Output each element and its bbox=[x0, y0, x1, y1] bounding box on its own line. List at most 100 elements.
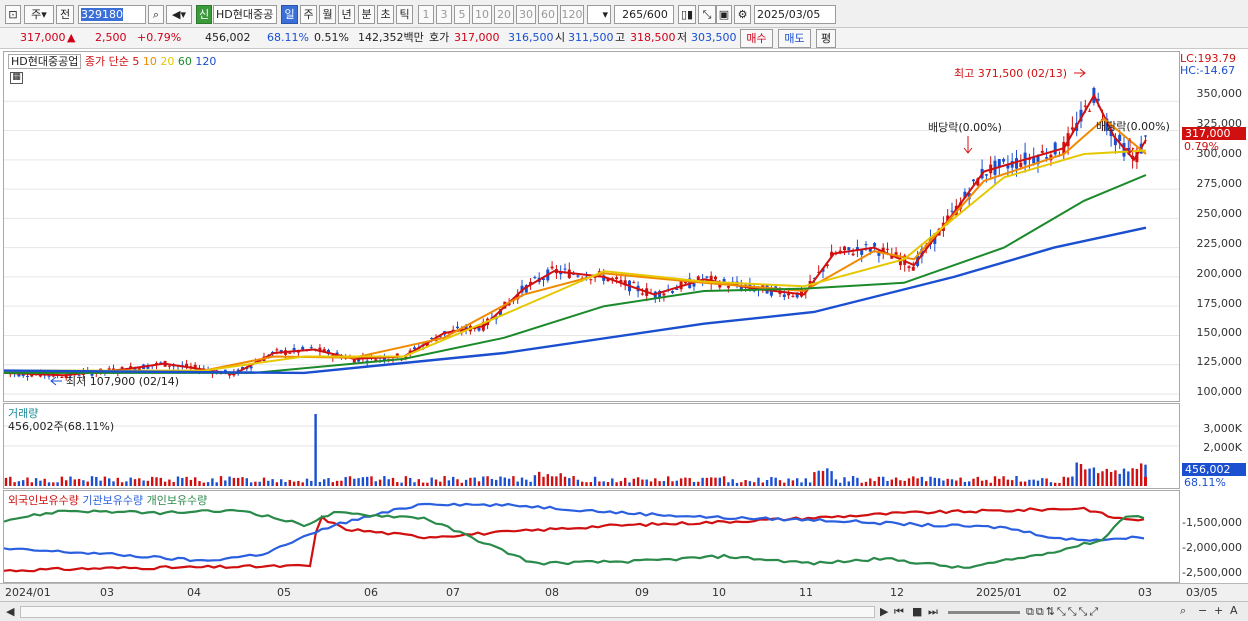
price-chart[interactable]: 최고 371,500 (02/13) 최저 107,900 (02/14) 배당락(… bbox=[4, 52, 1179, 401]
stop-icon[interactable]: ■ bbox=[912, 605, 923, 618]
speaker-icon[interactable]: ◀▾ bbox=[166, 5, 192, 24]
volume-bar bbox=[856, 477, 859, 486]
interval-3[interactable]: 3 bbox=[436, 5, 452, 24]
volume-bar bbox=[305, 478, 309, 486]
volume-bar bbox=[133, 479, 137, 486]
holding-chart[interactable] bbox=[4, 491, 1179, 582]
volume-bar bbox=[340, 480, 343, 486]
data-count-field[interactable]: 265/600 bbox=[614, 5, 674, 24]
interval-5[interactable]: 5 bbox=[454, 5, 470, 24]
date-field[interactable]: 2025/03/05 bbox=[754, 5, 836, 24]
volume-bar bbox=[486, 476, 489, 486]
lc-label: LC:193.79 bbox=[1180, 52, 1237, 65]
volume-bar bbox=[563, 476, 567, 486]
font-size-icon[interactable]: A bbox=[1230, 604, 1238, 617]
volume-bar bbox=[9, 476, 12, 486]
volume-pane[interactable]: 거래량 456,002주(68.11%) bbox=[3, 403, 1180, 489]
volume-ratio: 68.11% bbox=[267, 31, 309, 44]
custom-interval-select[interactable]: ▾ bbox=[587, 5, 611, 24]
sell-button[interactable]: 매도 bbox=[778, 29, 811, 48]
first-page-icon[interactable]: ⏮ bbox=[894, 605, 904, 618]
volume-bar bbox=[417, 479, 420, 486]
volume-bar bbox=[925, 481, 928, 486]
zoom-out-icon[interactable]: − bbox=[1198, 604, 1208, 617]
candle-body bbox=[623, 280, 627, 286]
prev-button[interactable]: 전 bbox=[56, 5, 74, 24]
range-slider[interactable] bbox=[948, 611, 1020, 614]
volume-current: 456,002주(68.11%) bbox=[8, 420, 115, 433]
legend-ma-5: 5 bbox=[132, 55, 140, 68]
scroll-track[interactable] bbox=[20, 606, 875, 618]
volume-bar-last bbox=[1144, 476, 1147, 486]
period-month[interactable]: 월 bbox=[319, 5, 336, 24]
volume-bar bbox=[245, 478, 248, 486]
volume-bar bbox=[959, 477, 962, 486]
zoom-in-icon[interactable]: + bbox=[1214, 604, 1224, 617]
draw-tool-icon[interactable]: ⤡ bbox=[698, 5, 716, 24]
volume-bar bbox=[744, 479, 747, 486]
eval-button[interactable]: 평 bbox=[816, 29, 836, 48]
search-icon[interactable]: ⌕ bbox=[148, 5, 164, 24]
period-year[interactable]: 년 bbox=[338, 5, 355, 24]
stock-code-value: 329180 bbox=[81, 8, 123, 21]
buy-button[interactable]: 매수 bbox=[740, 29, 773, 48]
scroll-left-icon[interactable]: ◀ bbox=[6, 605, 15, 618]
interval-20[interactable]: 20 bbox=[494, 5, 514, 24]
volume-bar bbox=[13, 482, 16, 486]
volume-bar bbox=[43, 478, 46, 486]
volume-bar bbox=[69, 476, 72, 486]
volume-bar bbox=[1036, 480, 1040, 486]
candle-body bbox=[886, 248, 889, 250]
interval-60[interactable]: 60 bbox=[538, 5, 558, 24]
ma-10-line bbox=[4, 117, 1147, 374]
stock-code-input[interactable]: 329180 bbox=[78, 5, 146, 24]
candle-body bbox=[1015, 158, 1018, 169]
market-type-select[interactable]: 주▾ bbox=[24, 5, 54, 24]
grid-toggle-icon[interactable]: ▦ bbox=[10, 72, 23, 84]
volume-bar bbox=[993, 476, 997, 486]
volume-bar bbox=[697, 481, 700, 486]
tool-icons[interactable]: ⧉⧉⇅⤡⤡⤡⤢ bbox=[1026, 605, 1101, 618]
volume-bar bbox=[464, 479, 468, 486]
volume-bar bbox=[731, 479, 734, 486]
volume-bar bbox=[1041, 478, 1044, 486]
price-pane[interactable]: 최고 371,500 (02/13) 최저 107,900 (02/14) 배당락(… bbox=[3, 51, 1180, 402]
interval-10[interactable]: 10 bbox=[472, 5, 492, 24]
period-tick[interactable]: 틱 bbox=[396, 5, 413, 24]
candle-body bbox=[907, 266, 911, 269]
volume-bar bbox=[525, 479, 528, 486]
holding-pane[interactable]: 외국인보유수량 기관보유수량 개인보유수량 bbox=[3, 490, 1180, 583]
volume-chart[interactable] bbox=[4, 404, 1179, 488]
scroll-right-icon[interactable]: ▶ bbox=[880, 605, 889, 618]
zoom-icon[interactable]: ⌕ bbox=[1180, 604, 1187, 617]
save-icon[interactable]: ▣ bbox=[716, 5, 732, 24]
interval-1[interactable]: 1 bbox=[418, 5, 434, 24]
scroll-bar[interactable]: ◀ ▶ ⏮ ■ ⏭ ⧉⧉⇅⤡⤡⤡⤢ ⌕ − + A bbox=[0, 601, 1248, 621]
volume-last-tag: 456,002 bbox=[1182, 463, 1246, 476]
volume-bar bbox=[469, 477, 472, 486]
volume-bar bbox=[1049, 482, 1053, 486]
interval-120[interactable]: 120 bbox=[560, 5, 584, 24]
gear-icon[interactable]: ⚙ bbox=[734, 5, 751, 24]
quote-info-bar: 317,000 ▲ 2,500 +0.79% 456,002 68.11% 0.… bbox=[0, 28, 1248, 49]
period-minute[interactable]: 분 bbox=[358, 5, 375, 24]
volume-bar bbox=[146, 480, 150, 486]
window-icon[interactable]: ⊡ bbox=[5, 5, 21, 24]
volume-bar bbox=[237, 477, 240, 486]
chart-type-icon[interactable]: ▯▮ bbox=[678, 5, 696, 24]
volume-bar bbox=[546, 474, 549, 486]
last-page-icon[interactable]: ⏭ bbox=[928, 605, 938, 618]
volume-bar bbox=[830, 471, 833, 486]
volume-bar bbox=[1118, 473, 1121, 486]
period-week[interactable]: 주 bbox=[300, 5, 317, 24]
candle-body bbox=[542, 278, 545, 281]
volume-bar bbox=[882, 476, 885, 486]
volume-bar bbox=[495, 479, 498, 486]
last-price-tag: 317,000 bbox=[1182, 127, 1246, 140]
volume-bar bbox=[396, 482, 399, 486]
period-second[interactable]: 초 bbox=[377, 5, 394, 24]
candle-body bbox=[787, 292, 791, 296]
period-day[interactable]: 일 bbox=[281, 5, 298, 24]
interval-30[interactable]: 30 bbox=[516, 5, 536, 24]
volume-bar bbox=[778, 480, 782, 486]
